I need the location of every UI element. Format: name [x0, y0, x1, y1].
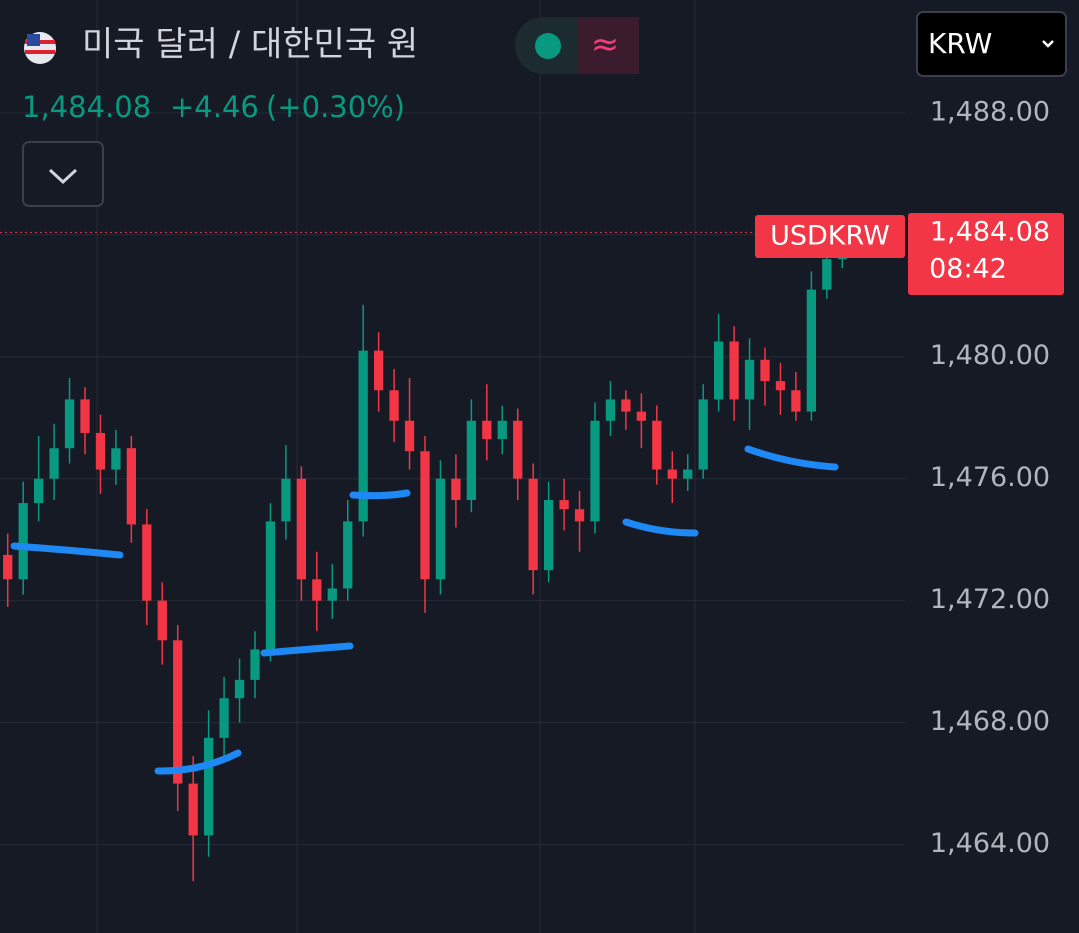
candle-body: [497, 420, 507, 440]
candle-body: [791, 390, 801, 412]
candle-body: [451, 478, 461, 501]
symbol-label: USDKRW: [770, 221, 890, 252]
candle-body: [64, 399, 75, 449]
candles: [3, 225, 847, 882]
candle-body: [327, 588, 337, 601]
candle-body: [667, 469, 677, 479]
drawn-line: [260, 642, 354, 657]
change-percent: (+0.30%): [266, 90, 405, 124]
candle-body: [173, 640, 183, 784]
status-toggle-right: [577, 17, 639, 74]
candle-body: [374, 350, 384, 391]
y-tick-label: 1,480.00: [930, 340, 1050, 371]
flag-canton: [27, 34, 40, 46]
title: 미국 달러 / 대한민국 원: [82, 25, 418, 65]
drawings: [10, 445, 839, 775]
y-tick-label: 1,472.00: [930, 584, 1050, 615]
candle-body: [111, 448, 121, 470]
candle-body: [435, 478, 446, 580]
drawn-line: [622, 518, 699, 537]
grid: [0, 112, 905, 846]
candle-body: [250, 649, 260, 680]
candle-body: [760, 359, 770, 382]
candle-body: [806, 289, 816, 412]
y-tick-label: 1,488.00: [930, 96, 1050, 127]
collapse-button[interactable]: [22, 141, 104, 207]
symbol-tag: [755, 215, 905, 258]
candle-body: [544, 500, 554, 571]
candle-body: [729, 341, 739, 400]
change: +4.46: [170, 90, 259, 124]
market-open-dot: [535, 33, 561, 59]
candle-body: [343, 521, 353, 589]
candle-body: [590, 420, 600, 522]
candle-body: [389, 390, 399, 421]
dropdown-icon: [1042, 40, 1054, 48]
candle-body: [3, 554, 13, 580]
drawn-line: [349, 489, 411, 500]
last-price: 1,484.08: [22, 90, 151, 124]
candle-body: [559, 500, 569, 510]
candle-body: [265, 521, 276, 650]
candle-body: [698, 399, 708, 470]
candle-body: [775, 381, 786, 391]
y-tick-label: 1,468.00: [930, 706, 1050, 737]
currency-select[interactable]: [916, 11, 1067, 77]
candle-body: [126, 448, 136, 525]
currency-label: KRW: [928, 27, 992, 60]
candle-body: [652, 420, 662, 470]
drawn-line: [154, 749, 242, 775]
candle-body: [204, 737, 214, 836]
candle-body: [404, 420, 415, 452]
candle-body: [744, 359, 755, 400]
candle-body: [822, 259, 832, 290]
candle-body: [157, 600, 167, 641]
candle-body: [605, 399, 616, 421]
drawn-line: [10, 542, 124, 559]
chevron-icon: [48, 168, 78, 185]
y-tick-label: 1,476.00: [930, 462, 1050, 493]
candle-body: [482, 420, 492, 440]
candle-body: [95, 432, 106, 470]
candle-body: [714, 341, 724, 400]
candle-body: [234, 679, 245, 699]
time-label: 08:42: [929, 254, 1007, 285]
candle-body: [513, 420, 523, 479]
candle-body: [34, 478, 44, 504]
candle-body: [49, 448, 59, 479]
flag-stripe: [25, 50, 55, 54]
drawn-line: [744, 445, 839, 471]
candle-body: [188, 783, 198, 836]
candle-body: [528, 478, 538, 571]
delay-icon: ≈: [591, 25, 620, 65]
last-price-label: 1,484.08: [930, 217, 1050, 248]
candle-body: [296, 478, 306, 580]
candle-body: [358, 350, 368, 522]
candle-body: [18, 503, 28, 580]
candle-body: [219, 698, 229, 738]
candle-body: [574, 509, 585, 522]
candle-body: [683, 469, 693, 479]
y-tick-label: 1,464.00: [930, 828, 1050, 859]
candle-body: [636, 411, 646, 421]
candle-body: [142, 524, 152, 601]
candle-body: [281, 478, 291, 522]
price-tag: [908, 213, 1064, 295]
candle-body: [80, 399, 90, 433]
candle-body: [312, 579, 322, 601]
candle-body: [420, 451, 430, 580]
candle-body: [621, 399, 631, 412]
candle-body: [466, 420, 476, 501]
